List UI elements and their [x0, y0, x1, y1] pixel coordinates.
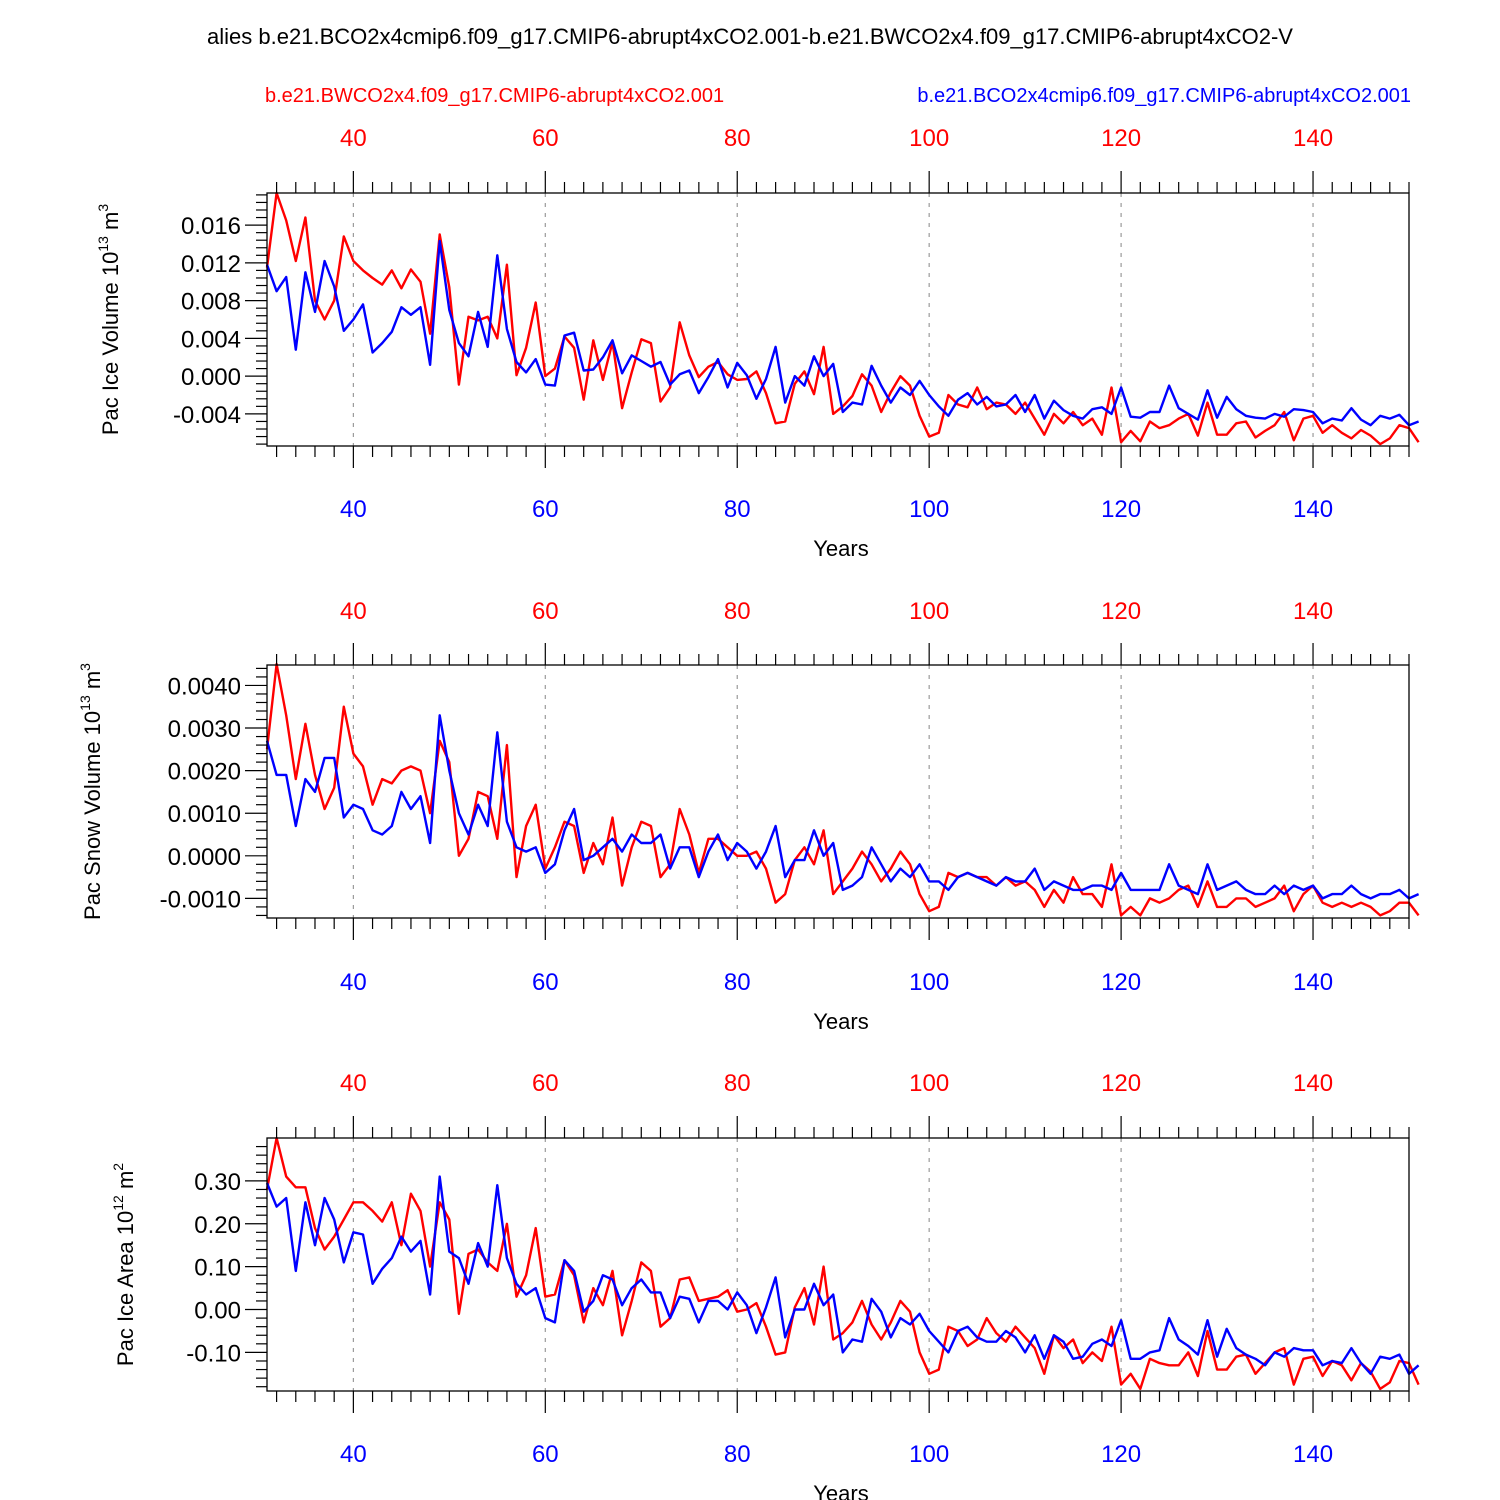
- y-tick-label: 0.004: [181, 326, 241, 353]
- x-tick-label-top: 60: [532, 125, 559, 152]
- legend-red-label: b.e21.BWCO2x4.f09_g17.CMIP6-abrupt4xCO2.…: [265, 85, 724, 107]
- plot-frame: [266, 192, 1410, 447]
- x-tick-label-bottom: 80: [724, 969, 751, 996]
- x-tick-label-bottom: 140: [1293, 1441, 1333, 1468]
- x-tick-label-top: 40: [340, 598, 367, 625]
- y-tick-label: 0.30: [194, 1169, 241, 1196]
- panel-ice-area: -0.10 0.00 0.10 0.20 0.30 40 60 80 100 120 140 40 60…: [110, 1070, 1420, 1500]
- y-axis-title: Pac Snow Volume 1013 m3: [77, 663, 105, 920]
- plot-frame: [266, 664, 1410, 919]
- x-axis-title: Years: [813, 1009, 868, 1034]
- panel-ice-volume: -0.004 0.000 0.004 0.008 0.012 0.016 40 60 80 100…: [95, 125, 1420, 561]
- y-tick-label: 0.0000: [168, 844, 241, 871]
- legend-blue-label: b.e21.BCO2x4cmip6.f09_g17.CMIP6-abrupt4x…: [917, 85, 1411, 107]
- series-blue-line: [265, 239, 1420, 427]
- x-tick-label-top: 60: [532, 598, 559, 625]
- series-blue-line: [265, 714, 1420, 900]
- y-tick-label: 0.00: [194, 1298, 241, 1325]
- x-tick-label-top: 40: [340, 125, 367, 152]
- x-tick-label-top: 80: [724, 598, 751, 625]
- x-tick-label-top: 80: [724, 125, 751, 152]
- y-tick-label: 0.20: [194, 1212, 241, 1239]
- y-axis-title-main: Pac Snow Volume 10: [80, 711, 105, 920]
- x-tick-label-bottom: 60: [532, 496, 559, 523]
- x-axis-title: Years: [813, 536, 868, 561]
- x-tick-label-bottom: 80: [724, 1441, 751, 1468]
- series-blue-line: [265, 1175, 1420, 1376]
- y-axis-title-exponent: 13: [77, 695, 93, 711]
- x-tick-label-bottom: 40: [340, 969, 367, 996]
- x-tick-label-top: 120: [1101, 598, 1141, 625]
- x-tick-label-top: 100: [909, 1070, 949, 1097]
- x-tick-label-bottom: 100: [909, 496, 949, 523]
- x-tick-label-top: 80: [724, 1070, 751, 1097]
- x-tick-label-bottom: 60: [532, 1441, 559, 1468]
- y-tick-label: -0.10: [186, 1340, 241, 1367]
- series-red-line: [265, 1136, 1420, 1391]
- x-tick-label-bottom: 100: [909, 969, 949, 996]
- y-axis-title-unit: m: [80, 671, 105, 695]
- x-tick-label-bottom: 120: [1101, 969, 1141, 996]
- x-tick-label-bottom: 120: [1101, 496, 1141, 523]
- x-tick-label-top: 140: [1293, 598, 1333, 625]
- x-tick-label-bottom: 140: [1293, 496, 1333, 523]
- y-tick-label: -0.004: [173, 402, 241, 429]
- x-tick-label-top: 60: [532, 1070, 559, 1097]
- panel-snow-volume: -0.0010 0.0000 0.0010 0.0020 0.0030 0.0040 40 6…: [77, 598, 1420, 1034]
- y-axis-title-unit: m: [98, 212, 123, 236]
- y-tick-label: 0.012: [181, 251, 241, 278]
- y-tick-label: 0.016: [181, 213, 241, 240]
- y-tick-label: 0.10: [194, 1255, 241, 1282]
- x-tick-label-bottom: 40: [340, 1441, 367, 1468]
- y-axis-title-exponent: 13: [95, 236, 111, 252]
- x-tick-label-top: 100: [909, 125, 949, 152]
- x-tick-label-top: 140: [1293, 125, 1333, 152]
- x-tick-label-bottom: 60: [532, 969, 559, 996]
- x-tick-label-top: 120: [1101, 1070, 1141, 1097]
- y-tick-label: 0.000: [181, 364, 241, 391]
- y-tick-label: -0.0010: [160, 886, 241, 913]
- y-axis-title: Pac Ice Volume 1013 m3: [95, 204, 123, 435]
- y-tick-label: 0.0010: [168, 801, 241, 828]
- plot-frame: [266, 1137, 1410, 1392]
- y-axis-title-main: Pac Ice Volume 10: [98, 252, 123, 435]
- x-tick-label-top: 140: [1293, 1070, 1333, 1097]
- y-tick-label: 0.0030: [168, 716, 241, 743]
- x-axis-title: Years: [813, 1481, 868, 1500]
- x-tick-label-bottom: 80: [724, 496, 751, 523]
- y-axis-title-unit-exponent: 3: [77, 663, 93, 671]
- x-tick-label-top: 100: [909, 598, 949, 625]
- y-axis-title-unit-exponent: 3: [95, 204, 111, 212]
- y-tick-label: 0.0040: [168, 673, 241, 700]
- x-tick-label-bottom: 120: [1101, 1441, 1141, 1468]
- figure-title: alies b.e21.BCO2x4cmip6.f09_g17.CMIP6-ab…: [207, 24, 1293, 49]
- series-red-line: [265, 662, 1420, 917]
- x-tick-label-top: 120: [1101, 125, 1141, 152]
- x-tick-label-top: 40: [340, 1070, 367, 1097]
- x-tick-label-bottom: 140: [1293, 969, 1333, 996]
- y-axis-title-unit: m: [113, 1171, 138, 1195]
- x-tick-label-bottom: 40: [340, 496, 367, 523]
- y-tick-label: 0.008: [181, 289, 241, 316]
- x-tick-label-bottom: 100: [909, 1441, 949, 1468]
- y-axis-title-exponent: 12: [110, 1195, 126, 1211]
- y-axis-title-main: Pac Ice Area 10: [113, 1211, 138, 1366]
- y-axis-title-unit-exponent: 2: [110, 1163, 126, 1171]
- y-axis-title: Pac Ice Area 1012 m2: [110, 1163, 138, 1366]
- y-tick-label: 0.0020: [168, 759, 241, 786]
